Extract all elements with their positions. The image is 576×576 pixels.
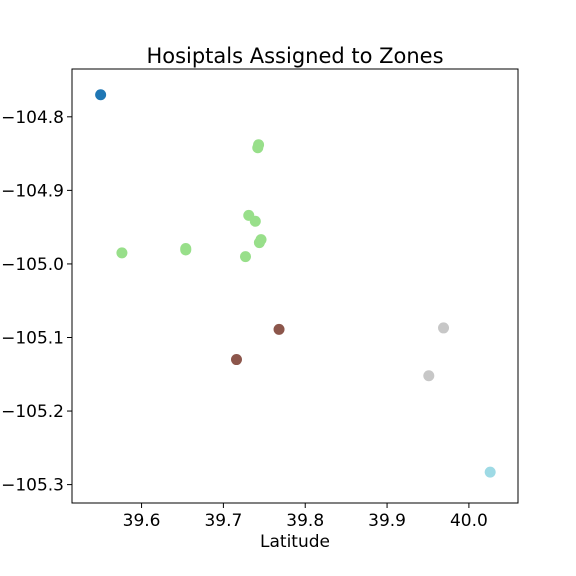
data-point-1 (95, 89, 107, 101)
data-point-5 (249, 215, 261, 227)
y-tick-label: −105.2 (1, 402, 64, 422)
data-point-7 (253, 237, 265, 249)
x-axis-label: Latitude (260, 532, 330, 552)
data-point-3 (252, 142, 264, 154)
x-tick-label: 40.0 (450, 511, 488, 531)
data-point-16 (484, 466, 496, 478)
y-tick-label: −105.3 (1, 476, 64, 496)
data-point-10 (116, 247, 128, 259)
data-point-9 (180, 244, 192, 256)
data-points (95, 89, 496, 478)
x-tick-label: 39.8 (286, 511, 324, 531)
data-point-12 (273, 323, 285, 335)
data-point-15 (423, 370, 435, 382)
x-tick-label: 39.9 (368, 511, 406, 531)
plot-frame (71, 68, 519, 504)
y-axis-ticks: −104.8 −104.9 −105.0 −105.1 −105.2 −105.3 (1, 108, 72, 496)
y-tick-label: −104.9 (1, 181, 64, 201)
chart-title: Hosiptals Assigned to Zones (146, 44, 443, 68)
x-tick-label: 39.7 (204, 511, 242, 531)
data-point-11 (239, 251, 251, 263)
x-tick-label: 39.6 (123, 511, 161, 531)
y-tick-label: −105.0 (1, 255, 64, 275)
y-tick-label: −105.1 (1, 328, 64, 348)
y-tick-label: −104.8 (1, 108, 64, 128)
x-axis-ticks: 39.6 39.7 39.8 39.9 40.0 (123, 503, 488, 531)
data-point-14 (438, 322, 450, 334)
data-point-13 (230, 354, 242, 366)
